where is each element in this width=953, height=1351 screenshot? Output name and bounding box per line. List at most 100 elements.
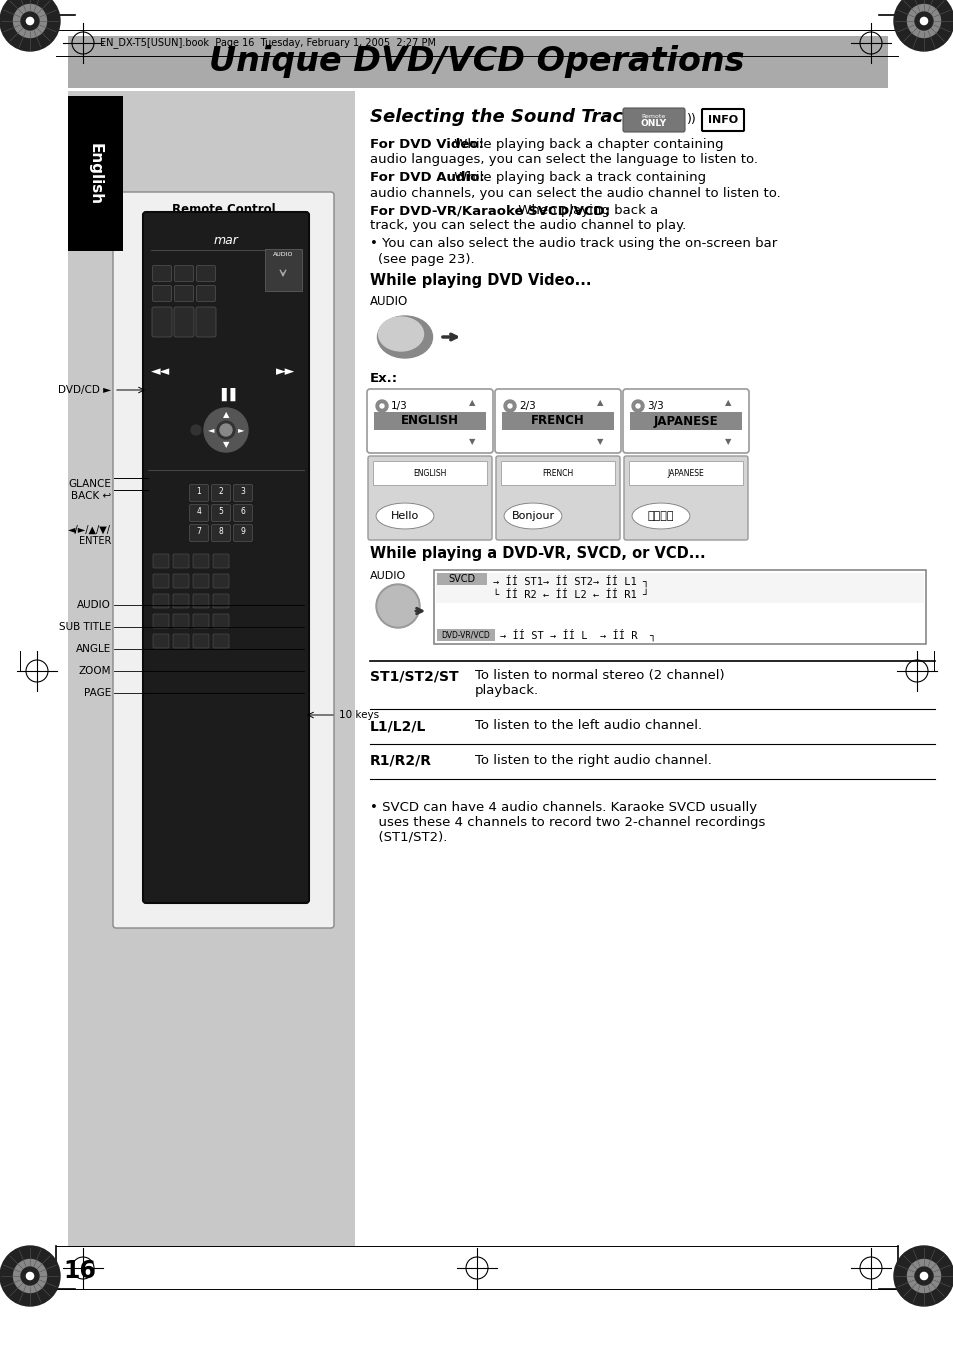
Text: To listen to the right audio channel.: To listen to the right audio channel. xyxy=(475,754,711,767)
Text: ▐▐: ▐▐ xyxy=(216,388,235,401)
Text: Remote Control: Remote Control xyxy=(172,203,275,216)
Text: While playing DVD Video...: While playing DVD Video... xyxy=(370,273,591,288)
FancyBboxPatch shape xyxy=(193,574,209,588)
FancyBboxPatch shape xyxy=(152,594,169,608)
FancyBboxPatch shape xyxy=(193,594,209,608)
Circle shape xyxy=(636,404,639,408)
Text: SVCD: SVCD xyxy=(448,574,475,584)
Text: 8: 8 xyxy=(218,527,223,536)
Text: FRENCH: FRENCH xyxy=(531,415,584,427)
FancyBboxPatch shape xyxy=(233,504,253,521)
Text: L1/L2/L: L1/L2/L xyxy=(370,719,426,734)
Circle shape xyxy=(220,424,232,436)
Text: 3: 3 xyxy=(240,488,245,497)
FancyBboxPatch shape xyxy=(152,574,169,588)
FancyBboxPatch shape xyxy=(112,192,334,928)
FancyBboxPatch shape xyxy=(233,485,253,501)
Text: • SVCD can have 4 audio channels. Karaoke SVCD usually
  uses these 4 channels t: • SVCD can have 4 audio channels. Karaok… xyxy=(370,801,764,844)
Circle shape xyxy=(216,422,234,439)
Text: ENGLISH: ENGLISH xyxy=(400,415,458,427)
Text: ◄: ◄ xyxy=(208,426,214,435)
Circle shape xyxy=(906,1259,940,1293)
Text: Remote: Remote xyxy=(641,115,665,119)
Text: ▲: ▲ xyxy=(597,399,602,408)
FancyBboxPatch shape xyxy=(213,634,229,648)
FancyBboxPatch shape xyxy=(196,285,215,301)
Circle shape xyxy=(503,400,516,412)
Text: DVD/CD ►: DVD/CD ► xyxy=(58,385,111,394)
Text: ▼: ▼ xyxy=(222,440,229,450)
FancyBboxPatch shape xyxy=(174,285,193,301)
FancyBboxPatch shape xyxy=(374,412,485,430)
Text: └ ÍÍ R2 ← ÍÍ L2 ← ÍÍ R1 ┘: └ ÍÍ R2 ← ÍÍ L2 ← ÍÍ R1 ┘ xyxy=(493,590,649,600)
Text: ENGLISH: ENGLISH xyxy=(413,469,446,477)
Text: ▼: ▼ xyxy=(468,438,475,446)
FancyBboxPatch shape xyxy=(436,573,486,585)
FancyBboxPatch shape xyxy=(152,307,172,336)
Circle shape xyxy=(13,4,47,38)
Text: ▼: ▼ xyxy=(597,438,602,446)
Text: 6: 6 xyxy=(240,508,245,516)
Text: AUDIO: AUDIO xyxy=(370,571,406,581)
FancyBboxPatch shape xyxy=(68,96,123,251)
Text: 3/3: 3/3 xyxy=(646,401,663,411)
FancyBboxPatch shape xyxy=(496,457,619,540)
Circle shape xyxy=(920,1273,926,1279)
Circle shape xyxy=(507,404,512,408)
FancyBboxPatch shape xyxy=(701,109,743,131)
Text: AUDIO: AUDIO xyxy=(370,295,408,308)
FancyBboxPatch shape xyxy=(434,570,925,644)
Text: ONLY: ONLY xyxy=(640,119,666,128)
Circle shape xyxy=(920,18,926,24)
Circle shape xyxy=(379,404,384,408)
FancyBboxPatch shape xyxy=(213,613,229,628)
Ellipse shape xyxy=(375,503,434,530)
Text: English: English xyxy=(88,143,102,205)
Text: While playing back a track containing: While playing back a track containing xyxy=(449,172,705,184)
Circle shape xyxy=(893,1246,953,1306)
FancyBboxPatch shape xyxy=(193,634,209,648)
Text: ST1/ST2/ST: ST1/ST2/ST xyxy=(370,669,458,684)
Text: ▲: ▲ xyxy=(724,399,731,408)
Text: 5: 5 xyxy=(218,508,223,516)
Text: BACK ↩: BACK ↩ xyxy=(71,490,111,501)
Text: ANGLE: ANGLE xyxy=(75,644,111,654)
Text: ▲: ▲ xyxy=(222,411,229,420)
Text: Ex.:: Ex.: xyxy=(370,372,397,385)
Text: To listen to normal stereo (2 channel)
playback.: To listen to normal stereo (2 channel) p… xyxy=(475,669,724,697)
FancyBboxPatch shape xyxy=(501,412,614,430)
Text: おはよう: おはよう xyxy=(647,511,674,521)
Text: ◄/►/▲/▼/: ◄/►/▲/▼/ xyxy=(68,526,111,535)
Text: AUDIO: AUDIO xyxy=(77,600,111,611)
Ellipse shape xyxy=(631,503,689,530)
FancyBboxPatch shape xyxy=(196,266,215,281)
FancyBboxPatch shape xyxy=(172,554,189,567)
Text: When playing back a: When playing back a xyxy=(514,204,658,218)
FancyBboxPatch shape xyxy=(212,485,231,501)
FancyBboxPatch shape xyxy=(212,524,231,542)
Text: While playing a DVD-VR, SVCD, or VCD...: While playing a DVD-VR, SVCD, or VCD... xyxy=(370,546,705,561)
Circle shape xyxy=(21,1267,39,1285)
Circle shape xyxy=(0,0,60,51)
FancyBboxPatch shape xyxy=(172,574,189,588)
Text: audio languages, you can select the language to listen to.: audio languages, you can select the lang… xyxy=(370,154,758,166)
Circle shape xyxy=(631,400,643,412)
FancyBboxPatch shape xyxy=(212,504,231,521)
Text: )): )) xyxy=(686,113,696,127)
Text: ENTER: ENTER xyxy=(78,536,111,546)
Text: FRENCH: FRENCH xyxy=(542,469,573,477)
Text: PAGE: PAGE xyxy=(84,688,111,698)
Text: → ÍÍ ST → ÍÍ L  → ÍÍ R  ┐: → ÍÍ ST → ÍÍ L → ÍÍ R ┐ xyxy=(499,628,656,642)
Text: • You can also select the audio track using the on-screen bar: • You can also select the audio track us… xyxy=(370,236,777,250)
Text: For DVD Video:: For DVD Video: xyxy=(370,138,483,151)
Text: mar: mar xyxy=(213,234,238,246)
Text: While playing back a chapter containing: While playing back a chapter containing xyxy=(449,138,722,151)
Text: track, you can select the audio channel to play.: track, you can select the audio channel … xyxy=(370,219,685,232)
FancyBboxPatch shape xyxy=(152,634,169,648)
FancyBboxPatch shape xyxy=(213,574,229,588)
Circle shape xyxy=(13,1259,47,1293)
Circle shape xyxy=(0,1246,60,1306)
Circle shape xyxy=(375,584,419,628)
FancyBboxPatch shape xyxy=(373,461,486,485)
Text: 16: 16 xyxy=(64,1259,96,1283)
